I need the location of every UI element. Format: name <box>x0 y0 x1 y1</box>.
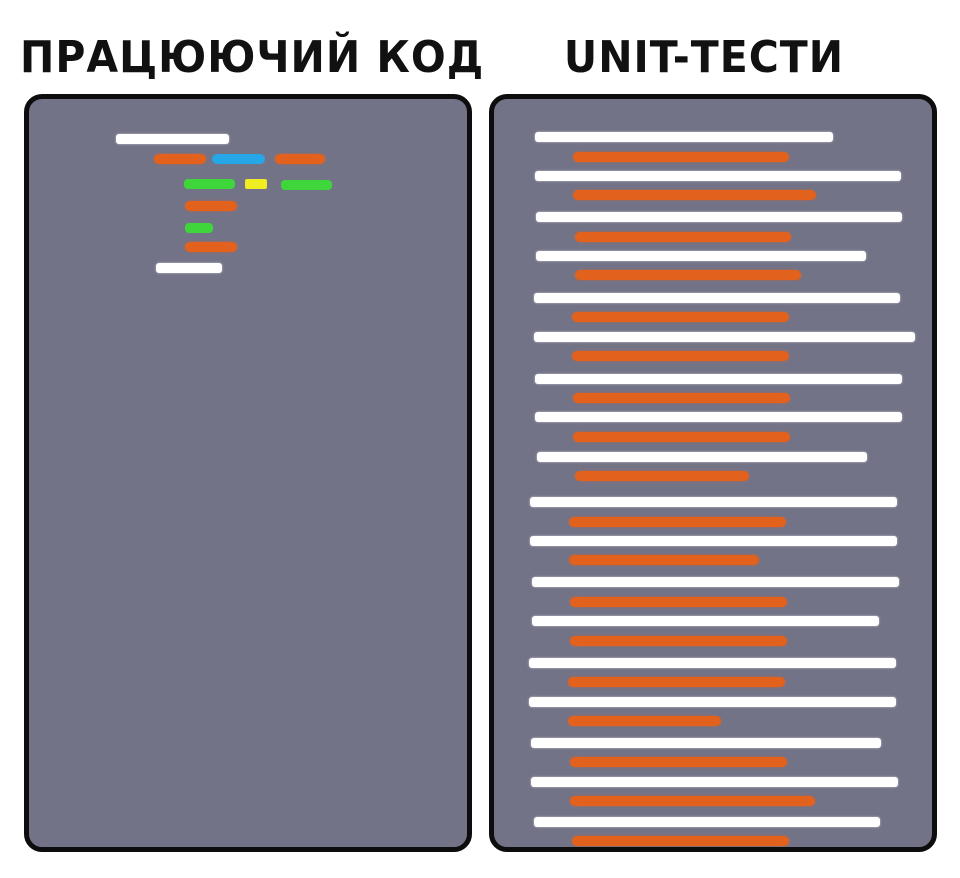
test-line <box>570 597 787 607</box>
test-line <box>575 471 749 481</box>
test-line <box>530 497 897 507</box>
test-line <box>570 796 815 806</box>
test-line <box>534 293 900 303</box>
test-line <box>569 555 759 565</box>
code-token <box>154 154 206 164</box>
code-token <box>281 180 332 190</box>
code-token <box>212 154 265 164</box>
unit-tests-title: UNIT-ТЕСТИ <box>563 31 845 83</box>
code-token <box>185 201 237 211</box>
test-line <box>575 232 791 242</box>
test-line <box>570 636 787 646</box>
test-line <box>573 393 790 403</box>
test-line <box>572 312 789 322</box>
code-token <box>185 242 237 252</box>
code-token <box>275 154 325 164</box>
test-line <box>535 171 901 181</box>
test-line <box>573 432 790 442</box>
test-line <box>530 536 897 546</box>
test-line <box>529 697 896 707</box>
test-line <box>536 251 866 261</box>
test-line <box>569 517 786 527</box>
code-line <box>156 263 222 273</box>
test-line <box>535 132 833 142</box>
test-line <box>573 190 816 200</box>
test-line <box>531 738 881 748</box>
code-token <box>184 179 235 189</box>
test-line <box>568 677 785 687</box>
test-line <box>575 270 801 280</box>
test-line <box>529 658 896 668</box>
test-line <box>537 452 867 462</box>
test-line <box>572 351 789 361</box>
test-line <box>570 757 787 767</box>
test-line <box>573 152 789 162</box>
test-line <box>572 836 789 846</box>
test-line <box>531 777 898 787</box>
working-code-panel <box>24 94 472 852</box>
code-token <box>245 179 267 189</box>
test-line <box>536 212 902 222</box>
code-line <box>116 134 229 144</box>
test-line <box>535 412 902 422</box>
test-line <box>534 332 915 342</box>
test-line <box>532 616 879 626</box>
test-line <box>534 817 880 827</box>
test-line <box>568 716 721 726</box>
test-line <box>535 374 902 384</box>
working-code-title: ПРАЦЮЮЧИЙ КОД <box>20 31 485 83</box>
code-token <box>185 223 213 233</box>
unit-tests-panel <box>489 94 937 852</box>
test-line <box>532 577 899 587</box>
